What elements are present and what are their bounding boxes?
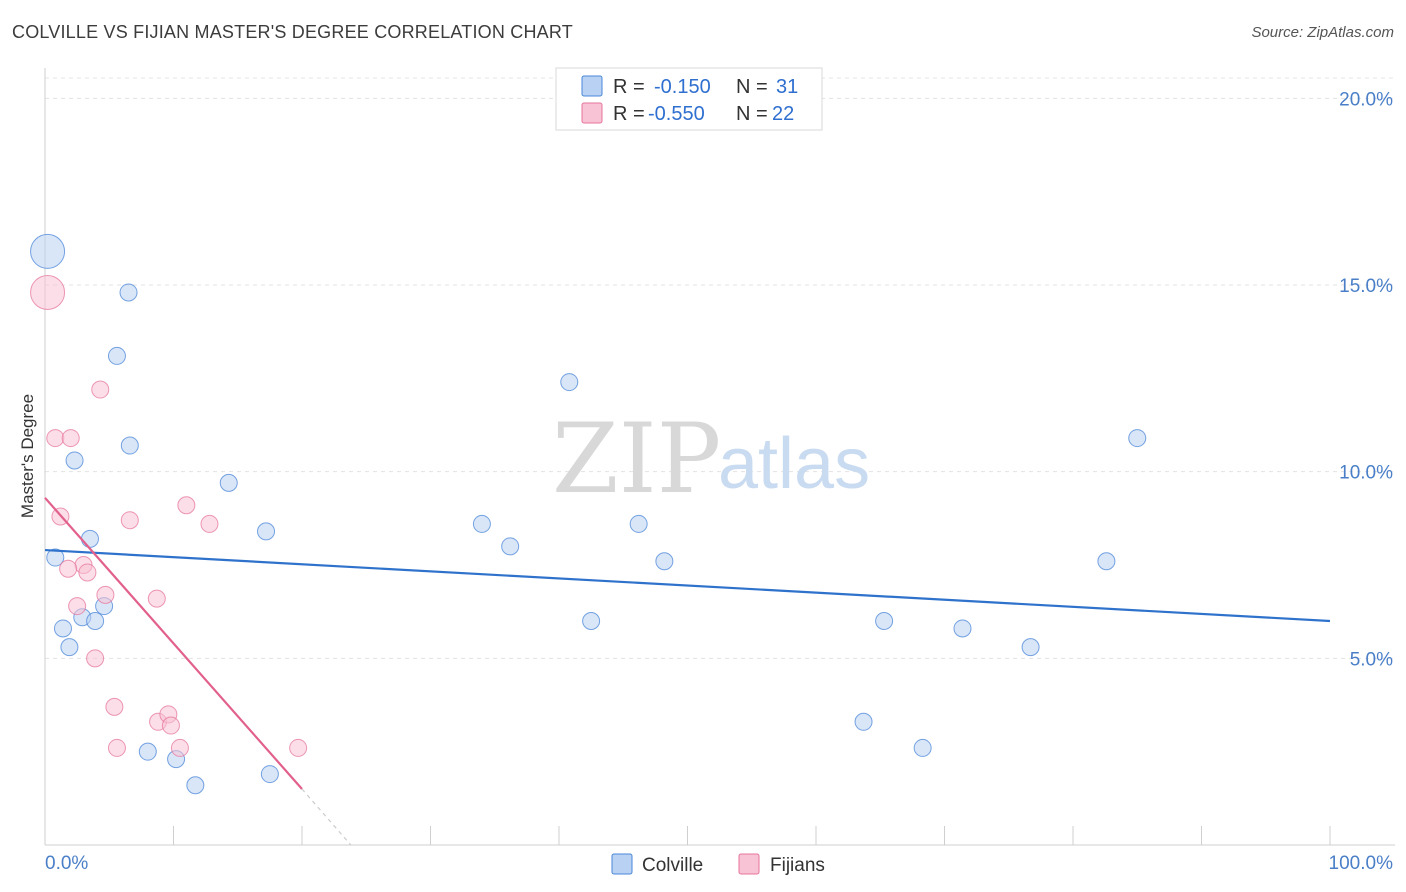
colville-point <box>119 283 138 302</box>
watermark-atlas: atlas <box>718 424 870 504</box>
trend-lines <box>44 497 1331 846</box>
fijians-point <box>120 511 139 530</box>
colville-point <box>1128 429 1147 448</box>
fijians-r-label: R = <box>613 103 645 125</box>
colville-point <box>1097 552 1116 571</box>
colville-r-label: R = <box>613 76 645 98</box>
colville-point <box>138 742 157 761</box>
colville-point <box>30 233 66 269</box>
colville-swatch <box>581 75 603 97</box>
grid-lines <box>45 77 1395 659</box>
colville-r-value: -0.150 <box>654 76 711 98</box>
watermark: ZIP atlas <box>552 403 870 515</box>
fijians-point <box>105 697 124 716</box>
y-tick-label: 15.0% <box>1339 276 1393 297</box>
colville-point <box>80 529 99 548</box>
fijians-point <box>289 738 308 757</box>
fijians-point <box>78 563 97 582</box>
fijians-point <box>46 429 65 448</box>
fijians-trend-extension <box>301 788 352 846</box>
watermark-zip: ZIP <box>552 403 721 515</box>
fijians-point <box>170 738 189 757</box>
colville-point <box>65 451 84 470</box>
colville-point <box>655 552 674 571</box>
y-tick-label: 5.0% <box>1350 649 1393 670</box>
colville-point <box>257 522 276 541</box>
y-tick-label: 20.0% <box>1339 89 1393 110</box>
fijians-point <box>96 585 115 604</box>
colville-point <box>60 638 79 657</box>
colville-point <box>953 619 972 638</box>
colville-point <box>875 612 894 630</box>
fijians-point <box>86 649 105 668</box>
colville-point <box>854 712 873 731</box>
colville-point <box>120 436 139 455</box>
fijians-trend-line <box>44 497 303 790</box>
fijians-point <box>177 496 196 515</box>
data-points <box>30 233 1147 795</box>
legend-fijians-swatch <box>738 853 760 875</box>
fijians-point <box>200 514 219 533</box>
colville-point <box>219 473 238 492</box>
y-axis-label: Master's Degree <box>18 394 37 518</box>
bottom-legend: Colville Fijians <box>611 853 825 876</box>
fijians-n-label: N = <box>736 103 768 125</box>
colville-point <box>53 619 72 638</box>
fijians-point <box>59 559 78 578</box>
colville-point <box>560 373 579 392</box>
fijians-n-value: 22 <box>772 103 794 125</box>
legend-fijians-label: Fijians <box>770 855 825 876</box>
source-credit: Source: ZipAtlas.com <box>1251 24 1394 41</box>
fijians-point <box>30 274 66 310</box>
colville-point <box>107 346 126 365</box>
y-tick-labels: 5.0% 10.0% 15.0% 20.0% <box>1339 89 1393 670</box>
x-tick-label-min: 0.0% <box>45 853 88 874</box>
fijians-point <box>91 380 110 399</box>
colville-point <box>472 514 491 533</box>
stats-legend: R = -0.150 N = 31 R = -0.550 N = 22 <box>555 67 823 131</box>
colville-point <box>260 765 279 784</box>
legend-colville-label: Colville <box>642 855 703 876</box>
colville-point <box>1021 638 1040 657</box>
fijians-point <box>107 738 126 757</box>
colville-point <box>501 537 520 556</box>
chart-title: COLVILLE VS FIJIAN MASTER'S DEGREE CORRE… <box>12 22 573 42</box>
y-tick-label: 10.0% <box>1339 463 1393 484</box>
x-tick-label-max: 100.0% <box>1329 853 1394 874</box>
fijians-point <box>61 429 80 448</box>
colville-point <box>582 612 601 630</box>
colville-point <box>86 612 105 630</box>
legend-colville-swatch <box>611 853 633 875</box>
colville-point <box>913 738 932 757</box>
colville-point <box>46 548 65 567</box>
colville-trend-line <box>44 548 1331 623</box>
fijians-swatch <box>581 102 603 124</box>
fijians-r-value: -0.550 <box>648 103 705 125</box>
x-ticks <box>44 826 1331 845</box>
colville-point <box>629 514 648 533</box>
colville-n-value: 31 <box>776 76 798 98</box>
fijians-point <box>147 589 166 608</box>
colville-n-label: N = <box>736 76 768 98</box>
colville-point <box>186 776 205 795</box>
fijians-point <box>161 716 180 735</box>
fijians-point <box>68 597 87 616</box>
